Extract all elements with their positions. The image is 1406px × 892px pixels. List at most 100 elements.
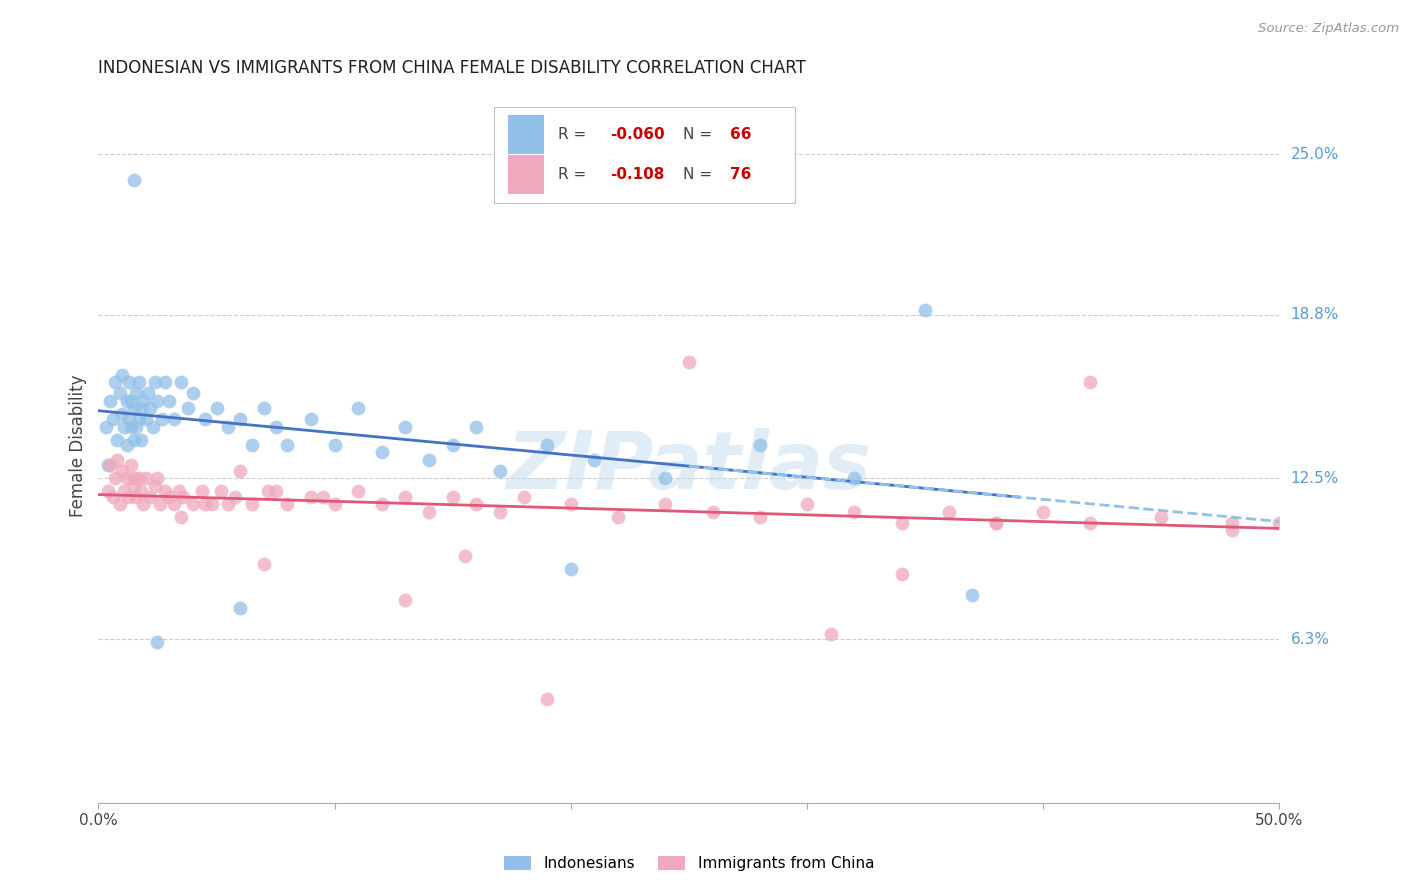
Point: [115, 393, 138, 408]
Point: [347, 484, 370, 499]
Text: 18.8%: 18.8%: [1291, 308, 1339, 322]
Point: [654, 471, 676, 485]
Point: [820, 627, 842, 641]
Point: [125, 385, 148, 400]
Point: [229, 411, 252, 425]
Text: -0.108: -0.108: [610, 168, 664, 182]
Text: -0.060: -0.060: [610, 127, 665, 142]
Point: [418, 505, 440, 519]
Point: [146, 635, 169, 649]
Point: [984, 516, 1007, 530]
Point: [191, 484, 214, 499]
Point: [194, 497, 217, 511]
Point: [347, 401, 370, 416]
Point: [122, 471, 145, 485]
Point: [157, 490, 180, 504]
Point: [94, 419, 117, 434]
Point: [748, 438, 770, 452]
Point: [453, 549, 475, 564]
Point: [938, 505, 960, 519]
Point: [136, 385, 159, 400]
Point: [276, 497, 298, 511]
Point: [177, 401, 200, 416]
Point: [181, 497, 204, 511]
Point: [111, 464, 134, 478]
Point: [105, 433, 128, 447]
Point: [135, 471, 157, 485]
Point: [121, 458, 143, 473]
Point: [844, 471, 866, 485]
Point: [172, 490, 194, 504]
Point: [111, 407, 134, 421]
Point: [139, 490, 162, 504]
Point: [181, 385, 204, 400]
Point: [122, 401, 145, 416]
Point: [125, 490, 148, 504]
Point: [205, 401, 228, 416]
Text: N =: N =: [683, 127, 717, 142]
Point: [1032, 505, 1054, 519]
Point: [678, 354, 700, 368]
Point: [129, 401, 152, 416]
Point: [299, 411, 322, 425]
Point: [163, 411, 186, 425]
Text: Source: ZipAtlas.com: Source: ZipAtlas.com: [1258, 22, 1399, 36]
Point: [163, 497, 186, 511]
Point: [157, 393, 180, 408]
Point: [118, 490, 141, 504]
Point: [536, 438, 558, 452]
Point: [128, 471, 150, 485]
Point: [323, 438, 346, 452]
Point: [217, 419, 239, 434]
Point: [702, 505, 724, 519]
Point: [465, 419, 488, 434]
Point: [560, 562, 582, 576]
Point: [536, 692, 558, 706]
Point: [984, 516, 1007, 530]
Point: [229, 601, 252, 615]
Point: [149, 497, 172, 511]
Point: [489, 505, 512, 519]
Point: [890, 567, 912, 582]
Point: [796, 497, 818, 511]
Point: [104, 376, 127, 390]
Point: [135, 411, 157, 425]
Text: 6.3%: 6.3%: [1291, 632, 1330, 647]
Point: [654, 497, 676, 511]
Point: [253, 401, 276, 416]
Point: [104, 471, 127, 485]
Point: [209, 484, 232, 499]
Point: [264, 484, 287, 499]
Point: [115, 438, 138, 452]
Point: [132, 497, 155, 511]
Point: [583, 453, 606, 467]
Point: [1220, 516, 1243, 530]
Point: [194, 411, 217, 425]
Point: [122, 173, 145, 187]
Point: [167, 484, 190, 499]
Point: [1080, 516, 1102, 530]
Point: [240, 497, 263, 511]
FancyBboxPatch shape: [494, 107, 796, 203]
Point: [108, 497, 131, 511]
Legend: Indonesians, Immigrants from China: Indonesians, Immigrants from China: [498, 850, 880, 877]
Point: [890, 516, 912, 530]
Point: [914, 302, 936, 317]
Point: [217, 497, 239, 511]
Point: [143, 479, 166, 493]
Point: [121, 419, 143, 434]
Point: [441, 438, 464, 452]
Point: [153, 376, 176, 390]
Point: [371, 497, 394, 511]
Point: [371, 445, 394, 459]
Point: [394, 490, 416, 504]
Point: [146, 393, 169, 408]
Point: [299, 490, 322, 504]
Point: [105, 453, 128, 467]
Point: [418, 453, 440, 467]
Point: [264, 419, 287, 434]
Point: [118, 411, 141, 425]
Text: R =: R =: [558, 168, 591, 182]
Point: [1268, 516, 1291, 530]
Point: [153, 484, 176, 499]
